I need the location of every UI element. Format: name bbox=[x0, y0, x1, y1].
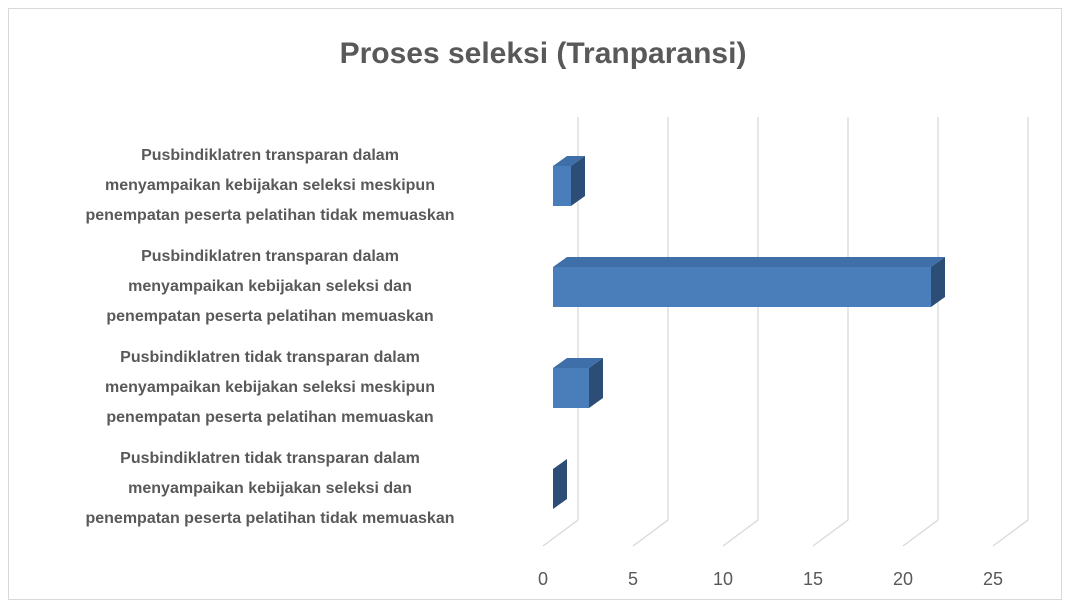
x-tick-label: 10 bbox=[713, 569, 733, 589]
bar-side bbox=[553, 459, 567, 509]
bar-front bbox=[553, 166, 571, 206]
bar bbox=[553, 358, 603, 408]
category-label: Pusbindiklatren transparan dalam menyamp… bbox=[106, 248, 434, 325]
category-label-text: Pusbindiklatren tidak transparan dalam m… bbox=[85, 450, 455, 527]
bar-front bbox=[553, 267, 931, 307]
x-tick-label: 5 bbox=[628, 569, 638, 589]
category-label-text: Pusbindiklatren transparan dalam menyamp… bbox=[106, 248, 434, 325]
grid-line bbox=[542, 117, 579, 547]
grid-line bbox=[992, 117, 1029, 547]
category-label-text: Pusbindiklatren transparan dalam menyamp… bbox=[85, 147, 455, 224]
category-label: Pusbindiklatren tidak transparan dalam m… bbox=[85, 450, 455, 527]
x-tick-label: 25 bbox=[983, 569, 1003, 589]
bar-side bbox=[571, 156, 585, 206]
x-tick-label: 20 bbox=[893, 569, 913, 589]
bar-top bbox=[553, 257, 945, 267]
category-label: Pusbindiklatren transparan dalam menyamp… bbox=[85, 147, 455, 224]
bar-top bbox=[553, 156, 585, 166]
bar-front bbox=[553, 368, 589, 408]
bar-side bbox=[589, 358, 603, 408]
bar bbox=[553, 156, 585, 206]
chart-title: Proses seleksi (Tranparansi) bbox=[340, 37, 747, 70]
bar-top bbox=[553, 358, 603, 368]
grid-line bbox=[812, 117, 849, 547]
bar-side bbox=[931, 257, 945, 307]
x-tick-label: 15 bbox=[803, 569, 823, 589]
category-label-text: Pusbindiklatren tidak transparan dalam m… bbox=[105, 349, 435, 426]
grid-line bbox=[632, 117, 669, 547]
grid-line bbox=[722, 117, 759, 547]
bar bbox=[553, 459, 567, 509]
bar bbox=[553, 257, 945, 307]
category-label: Pusbindiklatren tidak transparan dalam m… bbox=[105, 349, 435, 426]
grid-line bbox=[902, 117, 939, 547]
x-tick-label: 0 bbox=[538, 569, 548, 589]
